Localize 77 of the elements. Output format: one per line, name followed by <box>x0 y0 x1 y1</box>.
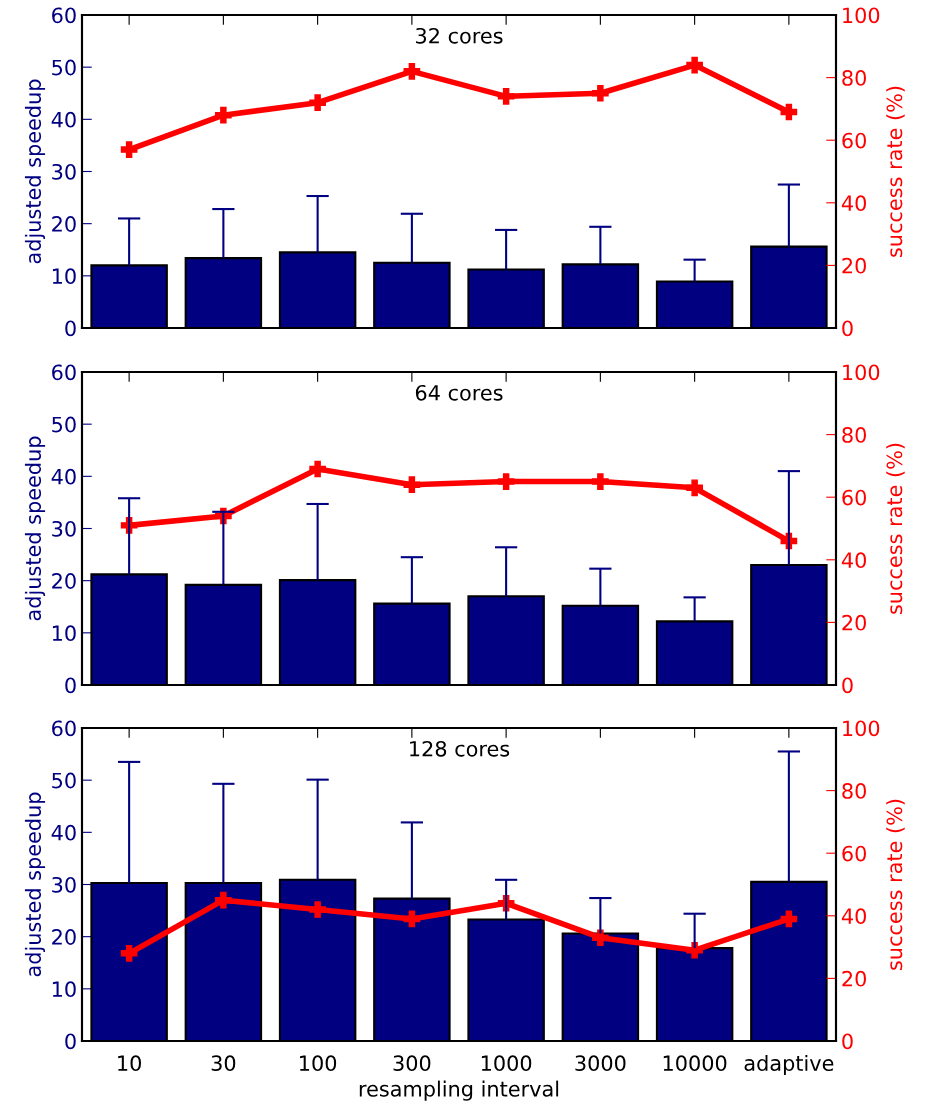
y2-axis-title: success rate (%) <box>886 86 905 257</box>
point <box>592 929 609 947</box>
y-tick-label: 30 <box>52 520 76 537</box>
point <box>592 473 609 490</box>
point <box>686 479 703 497</box>
y-tick-label: 50 <box>52 772 76 789</box>
y2-tick-label: 40 <box>841 552 866 569</box>
y-tick-label: 60 <box>52 364 76 381</box>
y-tick-label: 10 <box>52 625 76 642</box>
point <box>120 945 138 962</box>
y2-tick-label: 0 <box>842 320 853 337</box>
point <box>686 941 703 959</box>
y-axis-title: adjusted speedup <box>24 792 46 977</box>
y2-tick-label: 40 <box>841 908 866 925</box>
y2-tick-label: 20 <box>842 970 866 987</box>
y2-tick-label: 0 <box>842 677 853 694</box>
y2-tick-label: 20 <box>842 614 866 631</box>
chart-title: 128 cores <box>410 740 510 757</box>
y2-tick-label: 100 <box>843 720 880 737</box>
y2-tick-label: 60 <box>842 489 866 506</box>
y-tick-label: 30 <box>52 876 76 893</box>
y-tick-label: 30 <box>52 163 76 180</box>
x-tick-label: 300 <box>393 1055 431 1072</box>
x-tick-label: adaptive <box>744 1054 834 1076</box>
y2-tick-label: 60 <box>842 132 866 149</box>
y-tick-label: 10 <box>52 981 76 998</box>
y-tick-label: 50 <box>52 416 76 433</box>
y-tick-label: 10 <box>52 268 76 285</box>
point <box>309 94 326 111</box>
point <box>403 63 421 80</box>
point <box>780 103 798 121</box>
point <box>497 473 515 490</box>
x-tick-label: 10 <box>118 1055 141 1072</box>
y-tick-label: 20 <box>52 929 76 945</box>
point <box>215 891 232 909</box>
y2-axis-title: success rate (%) <box>886 443 905 614</box>
point <box>120 141 138 158</box>
x-axis-title: resampling interval <box>359 1080 559 1101</box>
y-tick-label: 60 <box>52 7 76 24</box>
y-tick-label: 50 <box>52 59 76 76</box>
y2-tick-label: 80 <box>842 427 866 443</box>
y-tick-label: 20 <box>52 573 76 589</box>
point <box>686 56 703 74</box>
y-tick-label: 0 <box>65 677 76 694</box>
y2-tick-label: 80 <box>842 783 866 799</box>
y-tick-label: 40 <box>51 468 76 485</box>
point <box>780 910 798 928</box>
x-tick-label: 3000 <box>575 1055 626 1072</box>
y2-tick-label: 0 <box>842 1033 853 1050</box>
y2-tick-label: 100 <box>843 364 880 381</box>
y2-axis-title: success rate (%) <box>886 799 905 970</box>
y-tick-label: 40 <box>51 111 76 128</box>
y2-tick-label: 20 <box>842 257 866 274</box>
y-tick-label: 0 <box>65 1033 76 1050</box>
x-tick-label: 30 <box>211 1055 236 1072</box>
y-tick-label: 0 <box>65 320 76 337</box>
chart-title: 64 cores <box>415 384 503 401</box>
point <box>309 460 326 478</box>
point <box>215 106 232 124</box>
x-tick-label: 10000 <box>663 1055 727 1072</box>
y-axis-title: adjusted speedup <box>24 436 46 621</box>
y2-tick-label: 40 <box>841 195 866 212</box>
y2-tick-label: 60 <box>842 845 866 862</box>
x-tick-label: 100 <box>300 1055 337 1072</box>
chart-title: 32 cores <box>416 27 503 44</box>
point <box>309 901 326 918</box>
point <box>403 476 421 494</box>
y-axis-title: adjusted speedup <box>24 79 46 264</box>
x-tick-label: 1000 <box>481 1055 532 1072</box>
point <box>403 910 421 928</box>
y2-tick-label: 100 <box>843 7 880 24</box>
y-tick-label: 60 <box>52 720 76 737</box>
y-tick-label: 20 <box>52 216 76 232</box>
point <box>592 84 609 102</box>
point <box>497 88 515 105</box>
y-tick-label: 40 <box>51 824 76 841</box>
y2-tick-label: 80 <box>842 70 866 86</box>
